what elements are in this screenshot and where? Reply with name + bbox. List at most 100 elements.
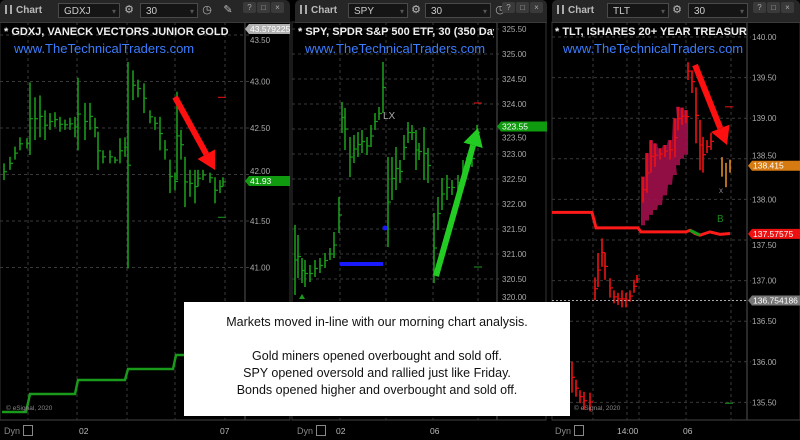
symbol-input[interactable]: TLT [607, 3, 669, 19]
lx-signal-label: LX [383, 111, 396, 122]
trend-arrow [433, 144, 476, 277]
y-tick-label: 321.00 [502, 250, 527, 259]
price-label: 137.57575 [753, 229, 793, 239]
note-line: Gold miners opened overbought and sold o… [252, 349, 502, 363]
trend-arrow [692, 63, 724, 130]
y-tick-label: 320.50 [502, 275, 527, 284]
dyn-toggle[interactable]: Dyn [297, 425, 326, 436]
price-label: 43.579225 [250, 24, 290, 34]
help-button[interactable]: ? [502, 2, 515, 13]
y-tick-label: 139.00 [752, 114, 777, 123]
y-tick-label: 324.00 [502, 100, 527, 109]
price-label-box [245, 24, 290, 34]
ma-segment-green [689, 228, 701, 237]
gear-icon[interactable]: ⚙ [124, 4, 134, 16]
panel-1-header: Chart GDXJ ⚙ 30 ◷ ✎ ?□× [0, 0, 290, 23]
trend-arrow [172, 95, 209, 156]
b-signal-label: B [717, 214, 724, 225]
chart-grip-icon[interactable]: Chart [300, 5, 337, 16]
interval-select[interactable]: 30 [140, 3, 198, 19]
y-tick-label: 322.50 [502, 175, 527, 184]
price-label-box [245, 176, 290, 187]
copyright: © eSignal, 2020 [6, 405, 53, 412]
close-button[interactable]: × [781, 2, 794, 13]
buy-arrow-icon [299, 294, 305, 299]
indicator-step-line [2, 353, 185, 414]
blue-signal-dot [382, 225, 388, 231]
price-label: 323.55 [502, 122, 528, 132]
y-tick-label: 325.00 [502, 50, 527, 59]
time-label: 02 [79, 426, 89, 436]
time-label: 07 [220, 426, 230, 436]
price-label-box [748, 295, 800, 306]
dyn-toggle[interactable]: Dyn [4, 425, 33, 436]
copyright: © eSignal, 2020 [574, 405, 621, 412]
panel-3-header: Chart TLT ⚙ 30 ?□× [552, 0, 800, 23]
gear-icon[interactable]: ⚙ [411, 4, 421, 16]
symbol-input[interactable]: SPY [348, 3, 408, 19]
y-tick-label: 137.50 [752, 241, 777, 250]
y-tick-label: 43.50 [250, 36, 271, 45]
y-tick-label: 136.50 [752, 317, 777, 326]
maximize-button[interactable]: □ [767, 2, 780, 13]
interval-select[interactable]: 30 [425, 3, 491, 19]
clock-icon[interactable]: ◷ [495, 4, 505, 16]
close-button[interactable]: × [271, 2, 284, 13]
y-tick-label: 42.00 [250, 167, 271, 176]
price-label-box [748, 160, 800, 171]
y-tick-label: 323.50 [502, 134, 527, 143]
gear-icon[interactable]: ⚙ [672, 4, 682, 16]
trend-arrow-head [711, 124, 730, 145]
y-tick-label: 135.50 [752, 398, 777, 407]
x-signal-icon: x [719, 186, 723, 195]
pencil-icon[interactable]: ✎ [223, 4, 233, 16]
chart-grip-icon[interactable]: Chart [557, 5, 594, 16]
help-button[interactable]: ? [243, 2, 256, 13]
maximize-button[interactable]: □ [516, 2, 529, 13]
note-line: SPY opened oversold and rallied just lik… [243, 366, 511, 380]
y-tick-label: 325.50 [502, 25, 527, 34]
clock-icon[interactable]: ◷ [202, 4, 212, 16]
chart-grip-icon[interactable]: Chart [5, 5, 42, 16]
y-tick-label: 140.00 [752, 33, 777, 42]
y-tick-label: 322.00 [502, 200, 527, 209]
panel-3-title: * TLT, ISHARES 20+ YEAR TREASURY B [555, 26, 747, 38]
y-tick-label: 43.00 [250, 78, 271, 87]
y-tick-label: 320.00 [502, 293, 527, 302]
y-tick-label: 323.00 [502, 150, 527, 159]
y-tick-label: 41.00 [250, 264, 271, 273]
help-button[interactable]: ? [753, 2, 766, 13]
symbol-input[interactable]: GDXJ [58, 3, 120, 19]
y-tick-label: 139.50 [752, 74, 777, 83]
panel-2-url: www.TheTechnicalTraders.com [305, 41, 486, 56]
time-label: 06 [430, 426, 440, 436]
price-label: 136.754186 [753, 296, 798, 306]
dyn-toggle[interactable]: Dyn [555, 425, 584, 436]
note-line: Markets moved in-line with our morning c… [226, 315, 528, 329]
y-tick-label: 137.00 [752, 277, 777, 286]
panel-3-url: www.TheTechnicalTraders.com [563, 41, 744, 56]
panel-2-title: * SPY, SPDR S&P 500 ETF, 30 (350 Days [298, 26, 494, 38]
y-tick-label: 321.50 [502, 225, 527, 234]
y-tick-label: 324.50 [502, 75, 527, 84]
price-label: 138.415 [753, 161, 784, 171]
y-tick-label: 136.00 [752, 358, 777, 367]
interval-select[interactable]: 30 [688, 3, 748, 19]
panel-1-title: * GDXJ, VANECK VECTORS JUNIOR GOLD MI [4, 26, 232, 38]
price-label-box [497, 121, 547, 132]
maximize-button[interactable]: □ [257, 2, 270, 13]
y-tick-label: 138.00 [752, 195, 777, 204]
note-line: Bonds opened higher and overbought and s… [236, 383, 518, 397]
cloud-band [641, 106, 688, 226]
panel-2-header: Chart SPY ⚙ 30 ◷ ?□× [295, 0, 547, 23]
close-button[interactable]: × [530, 2, 543, 13]
y-tick-label: 138.50 [752, 152, 777, 161]
trend-arrow-head [197, 149, 216, 170]
time-label: 14:00 [617, 426, 639, 436]
panel-1-url: www.TheTechnicalTraders.com [14, 41, 195, 56]
time-label: 02 [336, 426, 346, 436]
time-label: 06 [683, 426, 693, 436]
price-label: 41.93 [250, 176, 272, 186]
trend-arrow-head [463, 128, 483, 149]
y-tick-label: 41.50 [250, 217, 271, 226]
